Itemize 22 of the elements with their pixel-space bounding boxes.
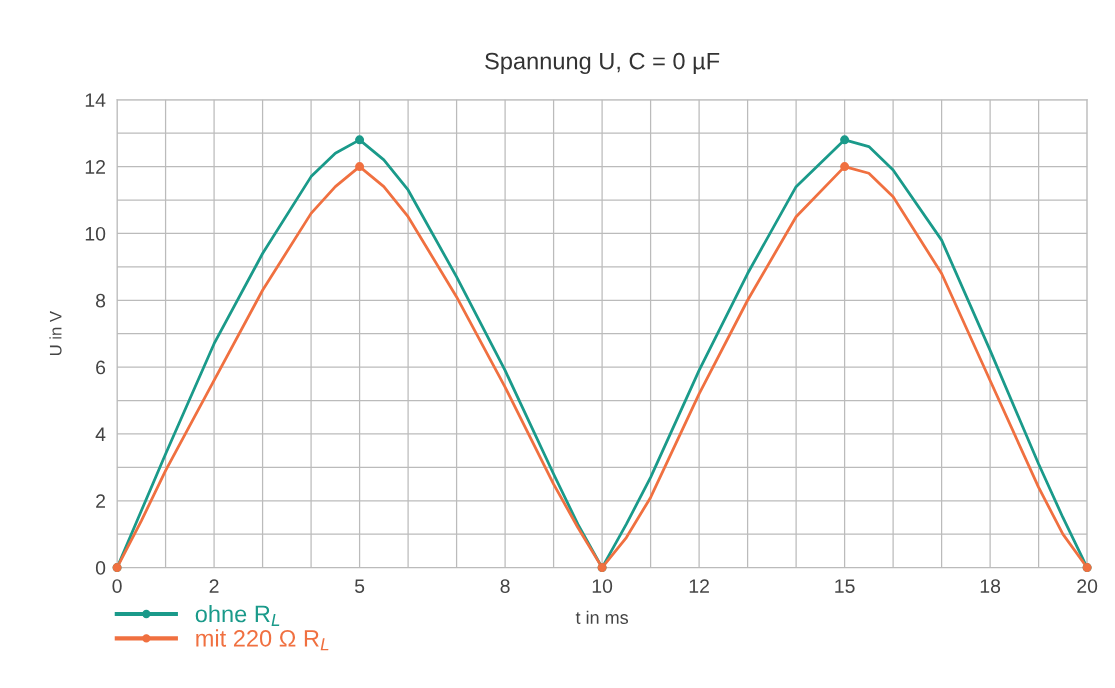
y-tick-label: 0: [95, 561, 106, 575]
x-tick-label: 8: [500, 579, 510, 593]
x-tick-label: 10: [592, 579, 613, 593]
y-axis-title: U in V: [49, 311, 62, 356]
x-tick-label: 12: [689, 579, 709, 593]
x-tick-label: 18: [980, 579, 1001, 593]
y-tick-label: 4: [95, 427, 106, 441]
y-tick-label: 6: [96, 360, 106, 375]
x-tick-label: 20: [1077, 579, 1098, 593]
y-tick-label: 2: [96, 494, 105, 508]
x-tick-label: 2: [209, 579, 219, 593]
x-tick-label: 5: [354, 579, 365, 593]
chart-title: Spannung U, C = 0 µF: [485, 52, 720, 75]
x-tick-label: 0: [112, 579, 122, 593]
y-tick-label: 12: [85, 160, 105, 174]
legend-label: ohne R$_{L}$: [195, 604, 280, 626]
x-tick-label: 15: [835, 579, 855, 593]
legend-label: mit 220 Ω R$_{L}$: [196, 629, 329, 651]
x-axis-title: t in ms: [575, 610, 629, 624]
y-tick-label: 8: [96, 293, 106, 308]
y-tick-label: 14: [85, 93, 106, 107]
y-tick-label: 10: [85, 226, 106, 241]
